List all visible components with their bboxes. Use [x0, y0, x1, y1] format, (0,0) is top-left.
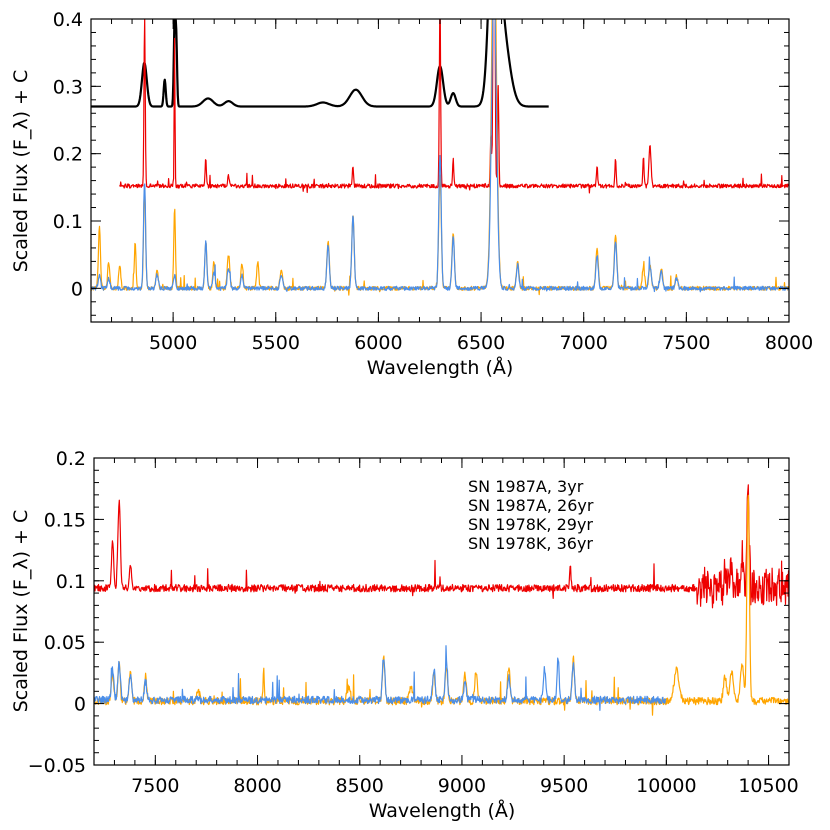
x-tick-label: 7500 — [131, 775, 179, 797]
x-tick-label: 6000 — [354, 332, 402, 354]
series-line-sn-1987a-26yr — [119, 19, 789, 194]
legend-entry-1987a-3yr: SN 1987A, 3yr — [468, 477, 584, 496]
bottom-axis-ticks: 7500 8000 8500 9000 9500 10000 10500 −0.05 0 0.05… — [28, 448, 799, 797]
x-tick-label: 8000 — [233, 775, 281, 797]
y-tick-label: 0 — [74, 694, 86, 716]
bottom-x-axis-label: Wavelength (Å) — [369, 799, 516, 822]
top-series-group — [91, 19, 789, 296]
y-tick-label: 0.1 — [56, 571, 86, 593]
x-tick-label: 9500 — [540, 775, 588, 797]
series-line-sn-1978k-29yr — [94, 494, 789, 716]
bottom-series-group — [94, 484, 789, 716]
legend-entry-1987a-26yr: SN 1987A, 26yr — [468, 496, 594, 515]
bottom-panel: 7500 8000 8500 9000 9500 10000 10500 −0.05 0 0.05… — [10, 448, 799, 822]
y-tick-label: 0.4 — [53, 9, 83, 31]
y-tick-label: 0.05 — [44, 632, 86, 654]
x-tick-label: 9000 — [438, 775, 486, 797]
series-line-sn-1978k-36yr — [91, 19, 789, 293]
x-tick-label: 8000 — [765, 332, 813, 354]
top-y-axis-label: Scaled Flux (F_λ) + C — [10, 70, 32, 273]
top-panel: 5000 5500 6000 6500 7000 7500 8000 0 0.1 0.2 0.3 0.… — [10, 9, 813, 379]
series-line-sn-1987a-3yr — [91, 19, 550, 108]
top-x-axis-label: Wavelength (Å) — [367, 356, 514, 379]
y-tick-label: 0.15 — [44, 509, 86, 531]
x-tick-label: 10000 — [636, 775, 696, 797]
bottom-y-axis-label: Scaled Flux (F_λ) + C — [10, 510, 32, 713]
bottom-plot-frame — [93, 457, 790, 766]
x-tick-label: 5000 — [149, 332, 197, 354]
series-line-sn-1987a-26yr — [94, 484, 789, 609]
x-tick-label: 10500 — [738, 775, 798, 797]
y-tick-label: 0 — [71, 278, 83, 300]
x-tick-label: 5500 — [252, 332, 300, 354]
x-tick-label: 7500 — [662, 332, 710, 354]
x-tick-label: 7000 — [560, 332, 608, 354]
y-tick-label: −0.05 — [28, 755, 86, 777]
x-tick-label: 6500 — [457, 332, 505, 354]
legend-entry-1978k-36yr: SN 1978K, 36yr — [468, 534, 593, 553]
y-tick-label: 0.3 — [53, 76, 83, 98]
y-tick-label: 0.1 — [53, 211, 83, 233]
y-tick-label: 0.2 — [56, 448, 86, 470]
y-tick-label: 0.2 — [53, 144, 83, 166]
legend-entry-1978k-29yr: SN 1978K, 29yr — [468, 515, 593, 534]
series-line-sn-1978k-36yr — [94, 645, 667, 711]
top-axis-ticks: 5000 5500 6000 6500 7000 7500 8000 0 0.1 0.2 0.3 0.… — [53, 9, 813, 354]
legend: SN 1987A, 3yr SN 1987A, 26yr SN 1978K, 2… — [468, 477, 594, 553]
x-tick-label: 8500 — [336, 775, 384, 797]
